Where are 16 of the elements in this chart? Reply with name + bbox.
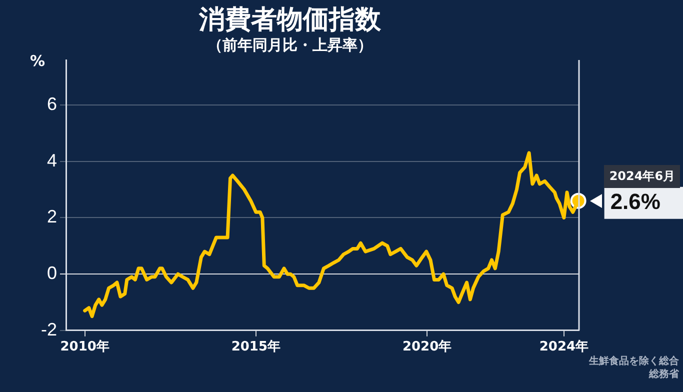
x-tick-label: 2010年 — [60, 340, 110, 355]
x-tick-label: 2020年 — [402, 340, 452, 355]
y-tick-label: 2 — [46, 206, 58, 227]
data-label: 2.6% — [610, 188, 660, 214]
x-tick-label: 2024年 — [539, 340, 589, 355]
y-tick-label: 0 — [46, 263, 58, 284]
x-tick-label: 2015年 — [231, 340, 281, 355]
text: 生鮮食品を除く総合 — [589, 354, 679, 368]
y-tick-label: 6 — [46, 94, 58, 114]
chart-subtitle: （前年同月比・上昇率） — [208, 36, 372, 54]
y-tick-label: 4 — [46, 150, 58, 170]
text: 2024年6月 — [604, 164, 680, 188]
text: 総務省 — [649, 368, 679, 381]
y-axis-title: % — [30, 52, 46, 70]
chart-title: 消費者物価指数 — [198, 4, 382, 37]
y-tick-label: -2 — [40, 319, 58, 340]
